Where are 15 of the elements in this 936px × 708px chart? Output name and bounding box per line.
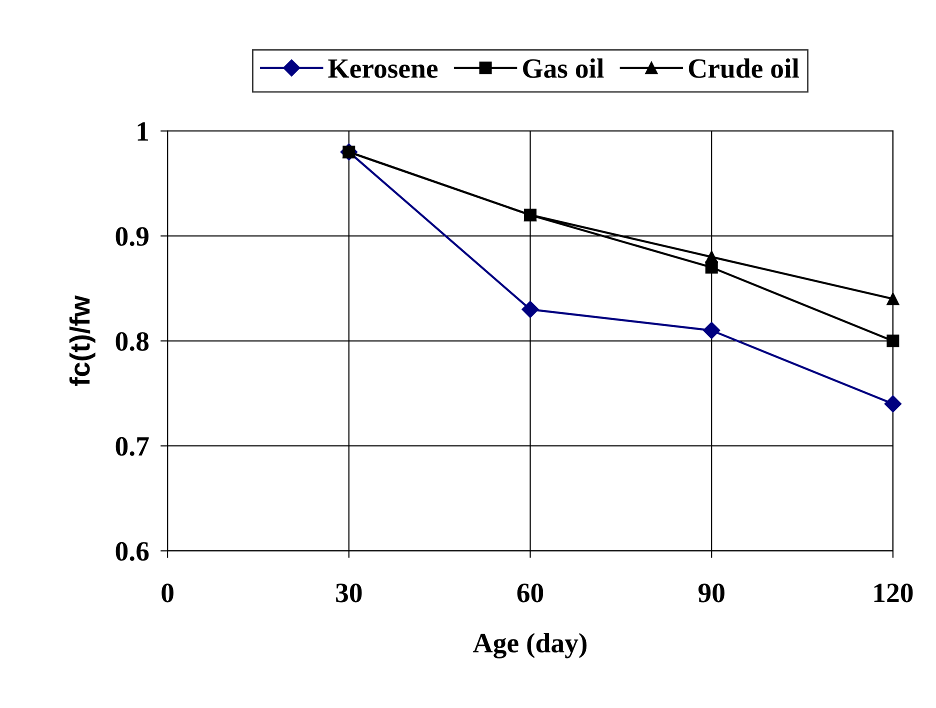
x-tick-label: 60	[517, 584, 544, 602]
y-tick-label: 0.8	[116, 332, 149, 351]
legend-label: Kerosene	[328, 59, 438, 78]
legend-label: Crude oil	[688, 58, 799, 78]
y-tick-label: 1	[138, 122, 148, 141]
x-axis-title: Age (day)	[473, 632, 586, 658]
y-tick-label: 0.6	[116, 542, 149, 561]
x-tick-label: 30	[336, 584, 362, 602]
x-tick-label: 0	[162, 584, 174, 602]
x-tick-label: 120	[874, 584, 913, 602]
legend-label: Gas oil	[523, 58, 604, 78]
y-tick-label: 0.9	[116, 227, 148, 246]
y-tick-label: 0.7	[116, 437, 149, 456]
x-tick-label: 90	[698, 584, 724, 602]
y-axis-title: fc(t)/fw	[69, 295, 96, 386]
